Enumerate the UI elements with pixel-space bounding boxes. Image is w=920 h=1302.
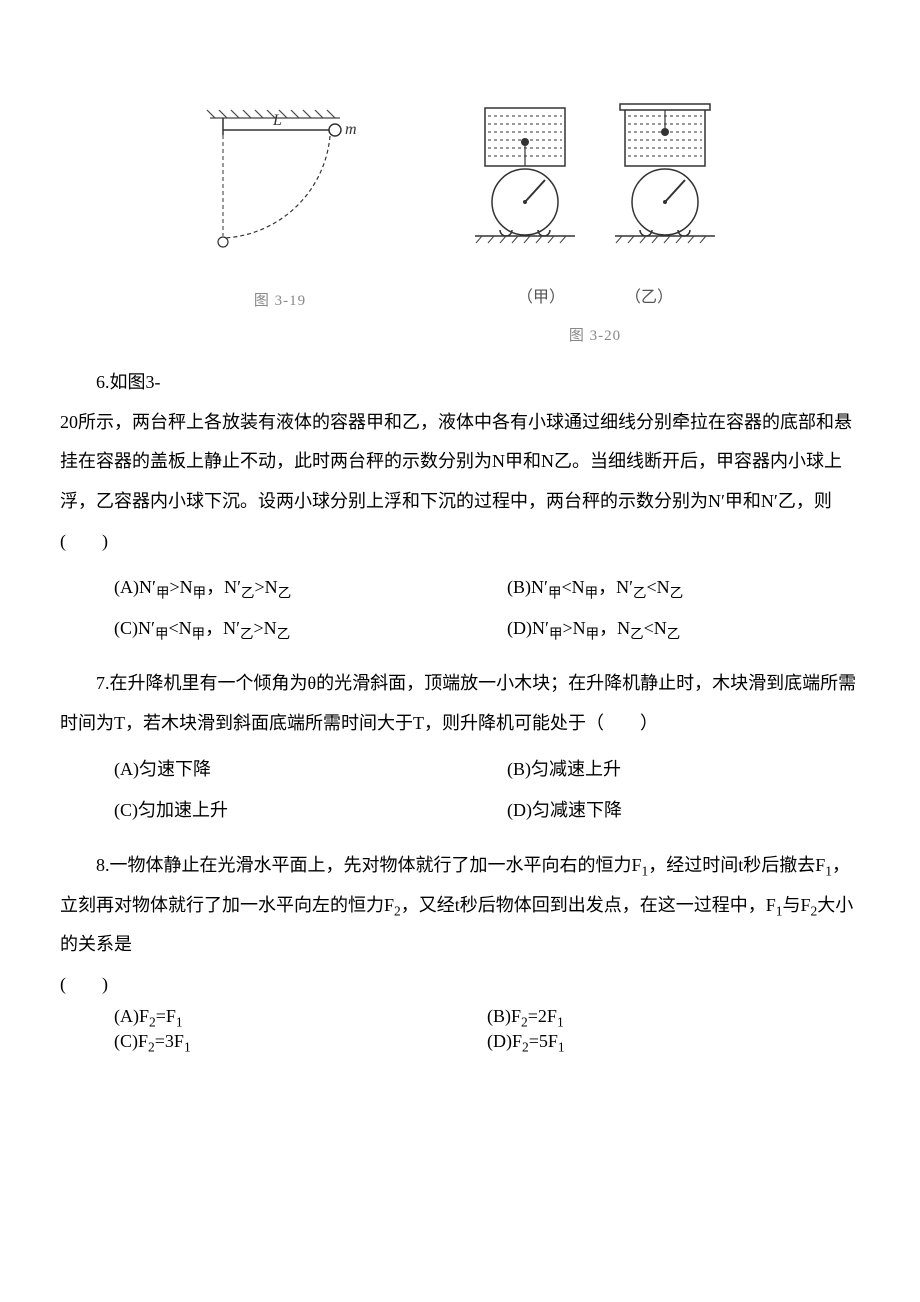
q6-lead: 6.如图3-: [60, 363, 860, 403]
q8-choice-d: (D)F2=5F1: [487, 1029, 860, 1054]
fig320-caption: 图 3-20: [569, 320, 621, 353]
q8-choice-c: (C)F2=3F1: [114, 1029, 487, 1054]
q6-paren: ( ): [60, 522, 860, 562]
fig320-sublabels: （甲） （乙）: [517, 280, 673, 315]
q6-body: 20所示，两台秤上各放装有液体的容器甲和乙，液体中各有小球通过细线分别牵拉在容器…: [60, 403, 860, 522]
figure-3-19: L m 图 3-19: [185, 100, 375, 353]
figure-3-20: （甲） （乙） 图 3-20: [455, 100, 735, 353]
fig320-left-label: （甲）: [517, 280, 565, 315]
svg-text:m: m: [345, 121, 357, 138]
q8-paren: ( ): [60, 965, 860, 1005]
q8-choice-b: (B)F2=2F1: [487, 1004, 860, 1029]
q6-choice-d: (D)N′甲>N甲，N乙<N乙: [507, 612, 860, 644]
q8-body: 8.一物体静止在光滑水平面上，先对物体就行了加一水平向右的恒力F1，经过时间t秒…: [60, 846, 860, 965]
q6-choice-b: (B)N′甲<N甲，N′乙<N乙: [507, 571, 860, 603]
q6-choice-a: (A)N′甲>N甲，N′乙>N乙: [114, 571, 467, 603]
scales-svg: [455, 100, 735, 280]
figures-row: L m 图 3-19: [60, 100, 860, 353]
q7-choice-a: (A)匀速下降: [114, 753, 467, 785]
q8-choice-a: (A)F2=F1: [114, 1004, 487, 1029]
q7-choice-c: (C)匀加速上升: [114, 794, 467, 826]
pendulum-svg: L m: [185, 100, 375, 280]
q8-choices: (A)F2=F1 (B)F2=2F1 (C)F2=3F1 (D)F2=5F1: [60, 1004, 860, 1054]
svg-text:L: L: [272, 112, 282, 129]
fig319-caption: 图 3-19: [254, 285, 306, 318]
q7-choices: (A)匀速下降 (B)匀减速上升 (C)匀加速上升 (D)匀减速下降: [60, 753, 860, 826]
fig320-right-label: （乙）: [625, 280, 673, 315]
q6-choice-c: (C)N′甲<N甲，N′乙>N乙: [114, 612, 467, 644]
q7-choice-d: (D)匀减速下降: [507, 794, 860, 826]
q7-body: 7.在升降机里有一个倾角为θ的光滑斜面，顶端放一小木块；在升降机静止时，木块滑到…: [60, 664, 860, 743]
q6-choices: (A)N′甲>N甲，N′乙>N乙 (B)N′甲<N甲，N′乙<N乙 (C)N′甲…: [60, 571, 860, 644]
q7-choice-b: (B)匀减速上升: [507, 753, 860, 785]
